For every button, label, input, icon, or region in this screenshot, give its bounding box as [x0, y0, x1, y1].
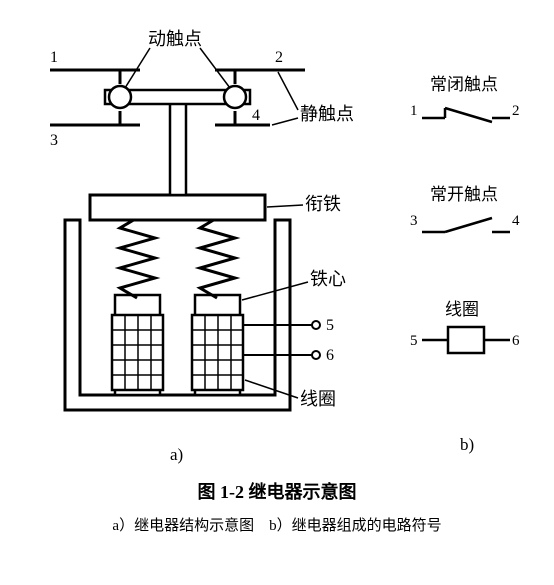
figure-subtitle: a）继电器结构示意图 b）继电器组成的电路符号 — [0, 514, 554, 535]
no-right: 4 — [512, 213, 520, 229]
label-armature: 衔铁 — [305, 194, 341, 214]
coil-title: 线圈 — [445, 300, 479, 319]
panel-a-label: a) — [170, 445, 183, 464]
coil-left: 5 — [410, 333, 418, 349]
static-contact-1 — [50, 70, 140, 84]
no-symbol — [422, 218, 510, 232]
leader-sc2 — [272, 118, 298, 125]
num-4: 4 — [252, 107, 260, 124]
no-left: 3 — [410, 213, 418, 229]
leader-sc1 — [278, 72, 298, 110]
label-core: 铁心 — [310, 269, 346, 289]
nc-right: 2 — [512, 103, 520, 119]
static-contact-3 — [50, 111, 140, 125]
moving-contact-left — [109, 86, 131, 108]
label-coil: 线圈 — [300, 389, 336, 409]
terminal-6 — [312, 351, 320, 359]
static-contact-2 — [215, 70, 305, 84]
leader-mc-r — [200, 48, 230, 88]
terminal-5 — [312, 321, 320, 329]
coil-hatch-right — [192, 315, 243, 390]
coil-right: 6 — [512, 333, 520, 349]
num-5: 5 — [326, 317, 334, 334]
relay-diagram-svg: 1 2 3 4 5 6 动触点 静触点 衔铁 铁心 线圈 a) 常闭触点 1 2 — [0, 0, 554, 470]
leader-arm — [267, 205, 303, 207]
spring-left — [120, 218, 155, 298]
subtitle-b: b）继电器组成的电路符号 — [269, 518, 442, 534]
num-3: 3 — [50, 132, 58, 149]
label-static-contact: 静触点 — [300, 104, 354, 124]
push-rod — [170, 100, 186, 195]
circuit-symbols: 常闭触点 1 2 常开触点 3 4 线圈 5 6 b) — [410, 75, 520, 454]
panel-b-label: b) — [460, 435, 474, 454]
figure-title: 图 1-2 继电器示意图 — [0, 478, 554, 504]
spring-right — [200, 218, 235, 298]
nc-symbol — [422, 108, 510, 122]
coil-hatch-left — [112, 315, 163, 390]
no-title: 常开触点 — [430, 185, 498, 204]
label-moving-contact: 动触点 — [148, 29, 202, 49]
nc-left: 1 — [410, 103, 418, 119]
num-1: 1 — [50, 49, 58, 66]
frame — [65, 220, 290, 410]
armature — [90, 195, 265, 220]
subtitle-a: a）继电器结构示意图 — [112, 518, 254, 534]
nc-title: 常闭触点 — [430, 75, 498, 94]
leader-mc-l — [125, 48, 150, 88]
relay-structure: 1 2 3 4 5 6 动触点 静触点 衔铁 铁心 线圈 a) — [50, 29, 354, 464]
coil-symbol — [422, 327, 510, 353]
moving-contact-right — [224, 86, 246, 108]
num-2: 2 — [275, 49, 283, 66]
static-contact-4 — [215, 111, 270, 125]
num-6: 6 — [326, 347, 334, 364]
